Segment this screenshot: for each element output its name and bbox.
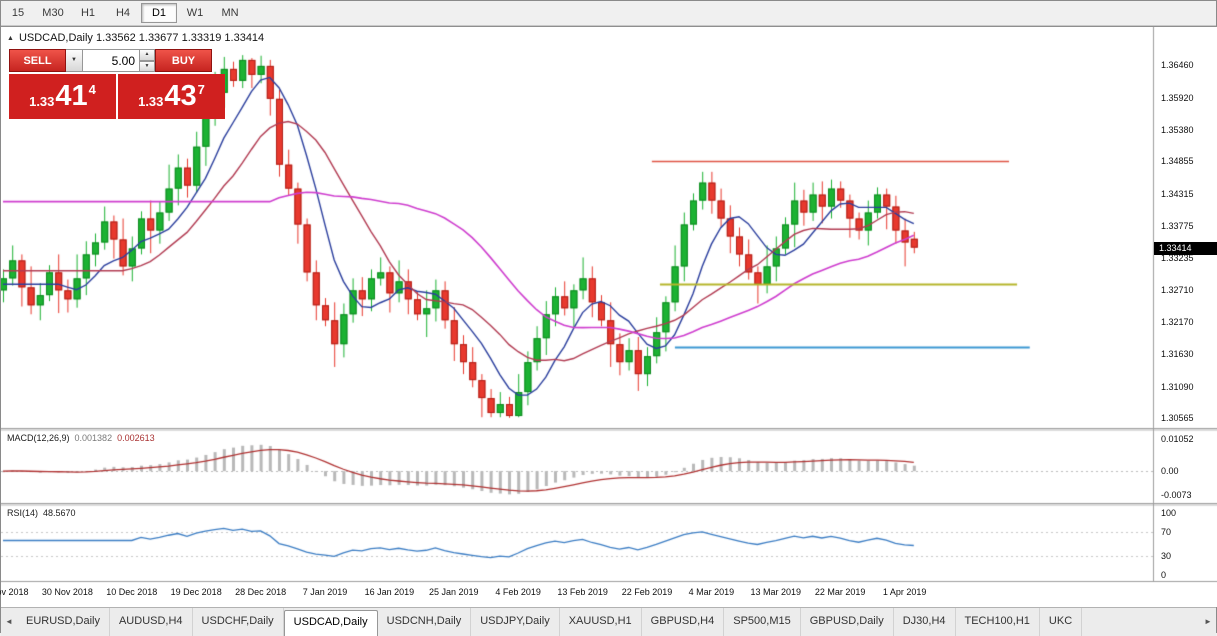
chart-tabs: EURUSD,Daily AUDUSD,H4 USDCHF,Daily USDCAD,… <box>17 608 1083 636</box>
date-axis-label: 16 Jan 2019 <box>364 587 415 597</box>
price-axis-label: 1.34855 <box>1161 156 1194 167</box>
chart-tab-usdjpy-daily[interactable]: USDJPY,Daily <box>471 608 560 636</box>
price-axis-label: 1.33235 <box>1161 253 1194 264</box>
tabs-scroll-right-icon[interactable]: ► <box>1204 617 1212 626</box>
timeframe-buttons: 15 M30 H1 H4 D1 W1 MN <box>1 3 248 23</box>
chart-tab-usdchf-daily[interactable]: USDCHF,Daily <box>193 608 284 636</box>
timeframe-button-h4[interactable]: H4 <box>115 7 131 19</box>
price-axis-label: 1.36460 <box>1161 60 1194 71</box>
macd-indicator-label: MACD(12,26,9) 0.001382 0.002613 <box>7 433 155 443</box>
timeframe-button-mn[interactable]: MN <box>221 7 239 19</box>
macd-axis-zero: 0.00 <box>1161 466 1179 477</box>
price-axis-label: 1.33775 <box>1161 221 1194 231</box>
date-axis-label: 4 Feb 2019 <box>495 587 541 597</box>
chart-tab-usdcnh-daily[interactable]: USDCNH,Daily <box>378 608 472 636</box>
order-controls-row: SELL ▼ ▲ ▼ BUY <box>9 49 227 72</box>
buy-price-prefix: 1.33 <box>138 94 164 109</box>
timeframe-button-h1[interactable]: H1 <box>80 7 96 19</box>
date-axis-label: 25 Jan 2019 <box>429 587 479 597</box>
rsi-value: 48.5670 <box>43 508 76 518</box>
price-axis-label: 1.30565 <box>1161 413 1194 424</box>
volume-spinner-up-icon[interactable]: ▲ <box>140 49 155 61</box>
buy-quote[interactable]: 1.33 43 7 <box>118 74 225 119</box>
date-axis-label: 19 Dec 2018 <box>170 587 222 597</box>
chart-tab-bar: ◄ EURUSD,Daily AUDUSD,H4 USDCHF,Daily USDCA… <box>1 607 1216 636</box>
macd-main-value: 0.001382 <box>74 433 113 443</box>
chart-title-row: ▲ USDCAD,Daily 1.33562 1.33677 1.33319 1… <box>7 32 264 44</box>
date-axis-label: 10 Dec 2018 <box>106 587 158 597</box>
chart-tab-eurusd-daily[interactable]: EURUSD,Daily <box>17 608 110 636</box>
date-axis-label: 13 Feb 2019 <box>557 587 608 597</box>
sell-price-pip: 4 <box>88 82 96 97</box>
timeframe-toolbar: 15 M30 H1 H4 D1 W1 MN <box>1 1 1216 26</box>
price-axis-label: 1.32710 <box>1161 284 1194 295</box>
chart-tab-tech100-h1[interactable]: TECH100,H1 <box>956 608 1040 636</box>
price-axis-label: 1.35920 <box>1161 92 1194 103</box>
date-axis-label: 1 Apr 2019 <box>882 587 927 597</box>
price-axis-label: 1.31630 <box>1161 349 1194 360</box>
volume-input[interactable] <box>83 49 140 72</box>
sell-price-prefix: 1.33 <box>29 94 55 109</box>
chart-tab-usdcad-daily[interactable]: USDCAD,Daily <box>283 610 378 636</box>
collapse-icon[interactable]: ▲ <box>7 34 14 42</box>
chart-title: USDCAD,Daily 1.33562 1.33677 1.33319 1.3… <box>18 32 265 44</box>
timeframe-button-15[interactable]: 15 <box>11 7 25 19</box>
timeframe-button-d1[interactable]: D1 <box>141 3 177 23</box>
timeframe-button-m30[interactable]: M30 <box>42 7 64 19</box>
date-axis-label: 4 Mar 2019 <box>688 587 735 597</box>
date-axis-label: 22 Mar 2019 <box>814 587 866 597</box>
date-axis-label: 30 Nov 2018 <box>41 587 93 597</box>
volume-dropdown-icon[interactable]: ▼ <box>66 49 83 72</box>
current-price-badge: 1.33414 <box>1154 241 1217 255</box>
rsi-indicator-label: RSI(14) 48.5670 <box>7 508 76 518</box>
buy-price-big: 43 <box>164 80 197 112</box>
price-axis-label: 1.31090 <box>1161 381 1194 392</box>
rsi-axis-label: 30 <box>1161 551 1172 562</box>
price-axis-label: 1.34315 <box>1161 188 1194 199</box>
chart-tab-dj30-h4[interactable]: DJ30,H4 <box>894 608 956 636</box>
chart-tab-ukc[interactable]: UKC <box>1040 608 1083 636</box>
one-click-trading-panel: SELL ▼ ▲ ▼ BUY 1.33 41 4 1.33 43 7 <box>9 49 227 119</box>
rsi-axis-label: 100 <box>1161 508 1177 518</box>
buy-price-pip: 7 <box>197 82 205 97</box>
price-axis-label: 1.35380 <box>1161 124 1194 135</box>
rsi-axis-label: 70 <box>1161 526 1172 537</box>
chart-tab-gbpusd-h4[interactable]: GBPUSD,H4 <box>642 608 725 636</box>
date-axis-label: 13 Mar 2019 <box>750 587 802 597</box>
macd-name: MACD(12,26,9) <box>7 433 70 443</box>
date-axis-label: 7 Jan 2019 <box>302 587 348 597</box>
date-axis-label: 28 Dec 2018 <box>235 587 287 597</box>
macd-axis-top: 0.01052 <box>1161 434 1194 444</box>
rsi-axis-label: 0 <box>1161 570 1167 580</box>
date-axis-label: 21 Nov 2018 <box>0 587 29 597</box>
timeframe-button-w1[interactable]: W1 <box>186 7 204 19</box>
buy-button[interactable]: BUY <box>155 49 212 72</box>
volume-spinner-down-icon[interactable]: ▼ <box>140 60 155 72</box>
chart-tab-sp500-m15[interactable]: SP500,M15 <box>724 608 801 636</box>
date-axis-label: 22 Feb 2019 <box>621 587 673 597</box>
chart-window: ▲ USDCAD,Daily 1.33562 1.33677 1.33319 1… <box>0 26 1217 607</box>
price-axis-label: 1.32170 <box>1161 317 1194 328</box>
sell-price-big: 41 <box>55 80 88 112</box>
chart-tab-audusd-h4[interactable]: AUDUSD,H4 <box>110 608 193 636</box>
candlestick-chart-canvas[interactable] <box>1 27 1217 607</box>
tabs-scroll-left-icon[interactable]: ◄ <box>5 617 13 626</box>
sell-quote[interactable]: 1.33 41 4 <box>9 74 116 119</box>
rsi-name: RSI(14) <box>7 508 39 518</box>
macd-axis-bottom: -0.0073 <box>1161 490 1192 500</box>
quote-row: 1.33 41 4 1.33 43 7 <box>9 74 227 119</box>
chart-tab-gbpusd-daily[interactable]: GBPUSD,Daily <box>801 608 894 636</box>
macd-signal-value: 0.002613 <box>117 433 155 443</box>
sell-button[interactable]: SELL <box>9 49 66 72</box>
volume-spinner: ▲ ▼ <box>140 49 155 72</box>
chart-tab-xauusd-h1[interactable]: XAUUSD,H1 <box>560 608 642 636</box>
